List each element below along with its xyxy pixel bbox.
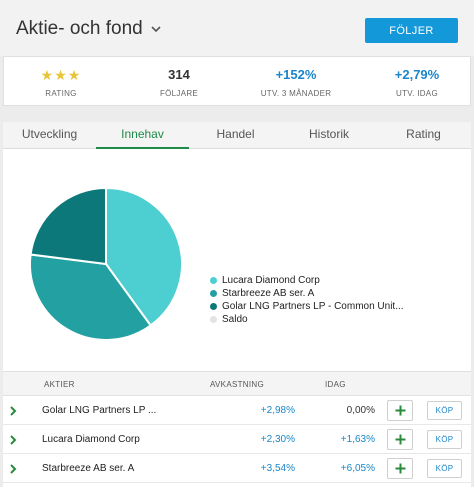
buy-button[interactable]: KÖP bbox=[427, 459, 462, 478]
legend-label: Starbreeze AB ser. A bbox=[222, 288, 315, 299]
buy-button[interactable]: KÖP bbox=[427, 401, 462, 420]
add-button[interactable] bbox=[387, 400, 413, 421]
holding-return: +2,30% bbox=[260, 434, 295, 445]
chart-legend: Lucara Diamond Corp Starbreeze AB ser. A… bbox=[210, 274, 404, 326]
today-label: UTV. IDAG bbox=[396, 89, 438, 98]
chevron-right-icon[interactable] bbox=[9, 404, 17, 416]
tab-bar: Utveckling Innehav Handel Historik Ratin… bbox=[3, 122, 471, 149]
add-button[interactable] bbox=[387, 458, 413, 479]
legend-swatch bbox=[210, 290, 217, 297]
tab-utveckling[interactable]: Utveckling bbox=[21, 127, 78, 141]
pie-slice[interactable] bbox=[29, 253, 153, 341]
table-header: AKTIER AVKASTNING IDAG bbox=[3, 372, 471, 396]
holding-name[interactable]: Starbreeze AB ser. A bbox=[42, 463, 135, 474]
plus-icon bbox=[395, 463, 405, 474]
legend-label: Golar LNG Partners LP - Common Unit... bbox=[222, 301, 404, 312]
stat-change-3m: +152% UTV. 3 MÅNADER bbox=[246, 67, 346, 98]
column-header-idag: IDAG bbox=[325, 380, 346, 389]
column-header-aktier: AKTIER bbox=[44, 380, 75, 389]
portfolio-title-text: Aktie- och fond bbox=[16, 18, 143, 39]
holding-name[interactable]: Lucara Diamond Corp bbox=[42, 434, 140, 445]
plus-icon bbox=[395, 434, 405, 445]
legend-item: Saldo bbox=[210, 313, 404, 326]
legend-item: Golar LNG Partners LP - Common Unit... bbox=[210, 300, 404, 313]
legend-item: Starbreeze AB ser. A bbox=[210, 287, 404, 300]
tab-historik[interactable]: Historik bbox=[308, 127, 349, 141]
legend-swatch bbox=[210, 277, 217, 284]
followers-value: 314 bbox=[168, 67, 190, 82]
stat-rating: ★★★ RATING bbox=[28, 67, 94, 98]
today-value: +2,79% bbox=[394, 67, 440, 82]
holding-today: +6,05% bbox=[340, 463, 375, 474]
legend-label: Saldo bbox=[222, 314, 248, 325]
holding-today: 0,00% bbox=[346, 405, 375, 416]
buy-button[interactable]: KÖP bbox=[427, 430, 462, 449]
tab-rating[interactable]: Rating bbox=[406, 127, 441, 141]
change-3m-value: +152% bbox=[275, 67, 317, 82]
page-header: Aktie- och fond FÖLJER bbox=[0, 0, 474, 56]
holdings-table: AKTIER AVKASTNING IDAG Golar LNG Partner… bbox=[3, 371, 471, 487]
legend-swatch bbox=[210, 303, 217, 310]
holding-return: +3,54% bbox=[260, 463, 295, 474]
column-header-avkastning: AVKASTNING bbox=[210, 380, 264, 389]
tab-innehav[interactable]: Innehav bbox=[96, 122, 189, 149]
pie-slice[interactable] bbox=[105, 186, 183, 327]
chevron-right-icon[interactable] bbox=[9, 433, 17, 445]
legend-swatch bbox=[210, 316, 217, 323]
stat-followers: 314 FÖLJARE bbox=[144, 67, 214, 98]
pie-slice[interactable] bbox=[29, 186, 107, 266]
holding-name[interactable]: Golar LNG Partners LP ... bbox=[42, 405, 157, 416]
legend-item: Lucara Diamond Corp bbox=[210, 274, 404, 287]
holding-today: +1,63% bbox=[340, 434, 375, 445]
holdings-pie-chart bbox=[29, 186, 183, 341]
legend-label: Lucara Diamond Corp bbox=[222, 275, 320, 286]
holding-return: +2,98% bbox=[260, 405, 295, 416]
add-button[interactable] bbox=[387, 429, 413, 450]
stat-today: +2,79% UTV. IDAG bbox=[382, 67, 452, 98]
portfolio-title[interactable]: Aktie- och fond bbox=[16, 18, 163, 40]
chevron-right-icon[interactable] bbox=[9, 462, 17, 474]
table-row[interactable]: Golar LNG Partners LP ... +2,98% 0,00% K… bbox=[3, 396, 471, 425]
change-3m-label: UTV. 3 MÅNADER bbox=[260, 89, 332, 98]
table-row[interactable]: Lucara Diamond Corp +2,30% +1,63% KÖP bbox=[3, 425, 471, 454]
plus-icon bbox=[395, 405, 405, 416]
chevron-down-icon[interactable] bbox=[151, 23, 163, 35]
stats-bar: ★★★ RATING 314 FÖLJARE +152% UTV. 3 MÅNA… bbox=[3, 56, 471, 106]
tab-handel[interactable]: Handel bbox=[216, 127, 255, 141]
rating-label: RATING bbox=[45, 89, 77, 98]
table-row[interactable]: Starbreeze AB ser. A +3,54% +6,05% KÖP bbox=[3, 454, 471, 483]
follow-button[interactable]: FÖLJER bbox=[365, 18, 458, 43]
followers-label: FÖLJARE bbox=[159, 89, 199, 98]
holdings-chart-panel: Lucara Diamond Corp Starbreeze AB ser. A… bbox=[3, 149, 471, 371]
rating-stars: ★★★ bbox=[40, 67, 82, 83]
